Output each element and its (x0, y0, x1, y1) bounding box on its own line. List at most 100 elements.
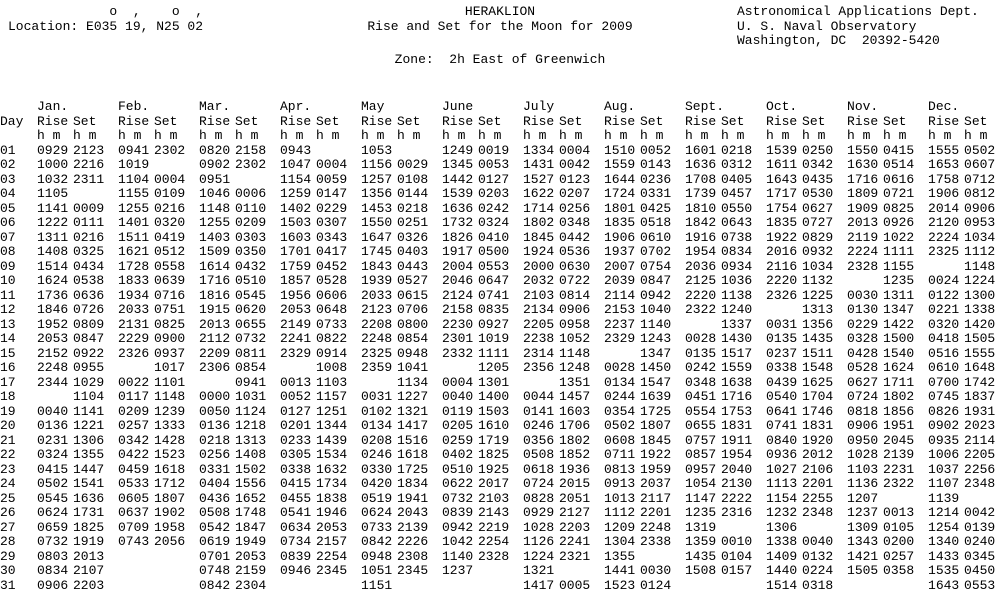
set-cell: 0706 (397, 303, 429, 317)
set-cell: 0926 (883, 216, 915, 230)
set-cell: 0326 (397, 230, 429, 245)
set-cell: 0342 (802, 158, 834, 172)
rise-cell: 0941 (118, 143, 150, 158)
rise-cell: 0502 (37, 477, 69, 491)
rise-cell: 0542 (199, 520, 231, 535)
rise-cell: 1047 (280, 158, 312, 172)
rise-cell: 2224 (928, 230, 960, 245)
set-cell: 0005 (559, 578, 591, 593)
rise-cell: 0305 (280, 448, 312, 462)
set-cell: 1157 (316, 390, 348, 404)
table-row: 06 1222 0111 1401 0320 1255 0209 1503 0307 1550 02… (0, 216, 1000, 231)
rise-cell: 0244 (604, 390, 636, 404)
set-cell: 1742 (964, 375, 996, 390)
day-cell: 15 (0, 346, 16, 361)
set-cell: 0811 (235, 346, 267, 361)
rise-cell: 0733 (361, 520, 393, 535)
set-cell: 1111 (478, 346, 510, 361)
rise-cell: 1209 (604, 520, 636, 535)
set-cell: 0937 (154, 346, 186, 361)
rise-cell: 1559 (604, 158, 636, 172)
rise-cell: 1917 (442, 245, 474, 259)
rise-cell: 1355 (604, 549, 636, 564)
day-cell: 11 (0, 288, 16, 303)
rise-cell: 1442 (442, 172, 474, 187)
rise-cell: 0342 (118, 433, 150, 448)
rise-cell: 2053 (280, 303, 312, 317)
rise-cell: 1843 (361, 259, 393, 274)
set-cell: 0127 (478, 172, 510, 187)
set-cell: 1959 (640, 462, 672, 477)
rise-cell (685, 318, 721, 333)
month-header: Apr. (280, 100, 312, 114)
rise-cell: 0711 (604, 448, 636, 462)
set-unit-header: h m (640, 129, 664, 143)
set-cell: 1954 (721, 448, 753, 462)
rise-cell: 2230 (442, 317, 474, 332)
rise-cell: 0354 (604, 404, 636, 419)
rise-cell: 0641 (766, 404, 798, 419)
rise-cell: 1028 (523, 520, 555, 535)
set-cell (316, 579, 361, 594)
day-cell: 10 (0, 274, 16, 288)
set-cell: 2043 (397, 506, 429, 520)
set-cell: 0410 (478, 230, 510, 245)
set-cell (154, 579, 199, 594)
set-cell: 0733 (316, 317, 348, 332)
set-cell: 1618 (154, 462, 186, 477)
rise-header: Rise (37, 114, 69, 129)
set-cell: 0053 (478, 158, 510, 172)
set-cell: 1111 (883, 245, 915, 259)
set-cell: 1902 (154, 506, 186, 520)
rise-cell: 1802 (523, 216, 555, 230)
rise-cell: 1237 (847, 506, 879, 520)
rise-cell: 1053 (361, 143, 393, 158)
rise-cell: 0946 (280, 564, 312, 578)
rise-cell: 0205 (442, 419, 474, 433)
rise-cell: 1624 (37, 274, 69, 288)
rise-cell: 1523 (604, 578, 636, 593)
table-row: 20 0136 1221 0257 1333 0136 1218 0201 1344 0134 14… (0, 419, 1000, 434)
day-cell: 09 (0, 259, 16, 274)
set-cell: 0829 (802, 230, 834, 245)
set-cell: 0040 (802, 535, 834, 549)
set-cell: 2158 (235, 143, 267, 158)
rise-cell: 2326 (118, 346, 150, 361)
rise-cell: 1539 (442, 187, 474, 201)
rise-cell: 1154 (766, 491, 798, 506)
set-cell: 2321 (559, 549, 591, 564)
rise-cell (37, 390, 73, 405)
rise-cell: 1508 (685, 564, 717, 578)
set-cell: 2255 (802, 491, 834, 506)
rise-cell: 1311 (37, 230, 69, 245)
set-cell: 0450 (964, 564, 996, 578)
rise-cell: 0724 (847, 390, 879, 404)
agency-address: Washington, DC 20392-5420 (737, 33, 940, 48)
month-header: July (523, 100, 555, 114)
table-row: 05 1141 0009 1255 0216 1148 0110 1402 0229 1453 02… (0, 202, 1000, 217)
set-cell: 0553 (478, 259, 510, 274)
title-block: HERAKLION Rise and Set for the Moon for … (310, 4, 690, 68)
rise-cell: 1535 (928, 564, 960, 578)
rise-cell: 1555 (928, 143, 960, 158)
set-cell: 1731 (73, 506, 105, 520)
set-cell: 0358 (883, 564, 915, 578)
rise-cell: 1714 (523, 201, 555, 216)
rise-cell (118, 550, 154, 565)
day-cell: 27 (0, 520, 16, 535)
set-cell: 0331 (640, 187, 672, 201)
rise-cell: 0655 (685, 419, 717, 433)
rise-cell: 0119 (442, 404, 474, 419)
set-unit-header: h m (964, 129, 988, 143)
set-cell: 2053 (235, 549, 267, 564)
rise-cell: 0701 (199, 549, 231, 564)
rise-cell: 1433 (928, 549, 960, 564)
rise-cell: 1939 (361, 274, 393, 288)
rise-cell: 2248 (37, 361, 69, 375)
set-cell: 0514 (883, 158, 915, 172)
rise-cell: 1156 (361, 158, 393, 172)
rise-cell: 0826 (928, 404, 960, 419)
day-cell: 13 (0, 317, 16, 332)
rise-cell: 2301 (442, 332, 474, 346)
rise-cell: 0659 (37, 520, 69, 535)
